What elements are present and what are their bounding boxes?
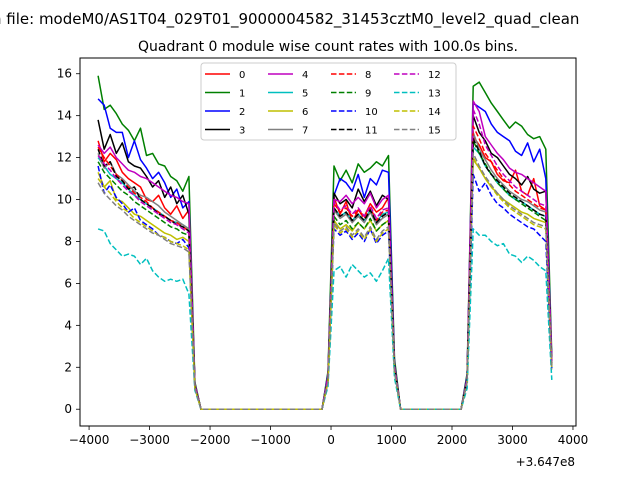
x-axis: −4000 −3000 −2000 −1000 0 1000 2000 3000 4000 <box>69 426 588 447</box>
legend-label-4: 4 <box>302 70 308 81</box>
legend-label-3: 3 <box>239 126 245 137</box>
figure-suptitle: n file: modeM0/AS1T04_029T01_9000004582_… <box>0 10 579 29</box>
x-tick-label: −4000 <box>69 433 110 447</box>
x-tick-label: 4000 <box>558 433 589 447</box>
x-tick-label: 1000 <box>376 433 407 447</box>
x-tick-label: −3000 <box>129 433 170 447</box>
y-tick-label: 14 <box>57 109 72 123</box>
series-line-8 <box>97 125 553 410</box>
legend-label-6: 6 <box>302 107 308 118</box>
legend-label-1: 1 <box>239 89 245 100</box>
series-line-15 <box>97 152 553 410</box>
y-tick-label: 16 <box>57 67 72 81</box>
legend-label-12: 12 <box>428 70 441 81</box>
legend-label-10: 10 <box>365 107 378 118</box>
y-tick-label: 12 <box>57 151 72 165</box>
legend-label-8: 8 <box>365 70 371 81</box>
legend-box <box>200 62 457 141</box>
legend-label-2: 2 <box>239 107 245 118</box>
legend-label-9: 9 <box>365 89 371 100</box>
x-tick-label: 3000 <box>497 433 528 447</box>
legend-label-11: 11 <box>365 126 378 137</box>
x-tick-label: 0 <box>327 433 335 447</box>
y-tick-label: 6 <box>64 276 72 290</box>
y-tick-label: 8 <box>64 234 72 248</box>
legend-label-5: 5 <box>302 89 308 100</box>
legend-label-15: 15 <box>428 126 441 137</box>
y-axis: 0 2 4 6 8 10 12 14 16 <box>57 67 80 416</box>
series-layer <box>97 75 553 410</box>
x-tick-label: −2000 <box>190 433 231 447</box>
x-tick-label: −1000 <box>250 433 291 447</box>
y-tick-label: 2 <box>64 360 72 374</box>
y-tick-label: 10 <box>57 193 72 207</box>
axes-frame <box>79 57 577 427</box>
x-tick-label: 2000 <box>437 433 468 447</box>
legend-label-7: 7 <box>302 126 308 137</box>
series-line-14 <box>97 156 553 410</box>
y-tick-label: 4 <box>64 318 72 332</box>
y-tick-label: 0 <box>64 402 72 416</box>
chart-title: Quadrant 0 module wise count rates with … <box>138 39 518 55</box>
x-offset-label: +3.647e8 <box>516 455 575 469</box>
legend-label-14: 14 <box>428 107 441 118</box>
legend-label-0: 0 <box>239 70 245 81</box>
legend-label-13: 13 <box>428 89 441 100</box>
